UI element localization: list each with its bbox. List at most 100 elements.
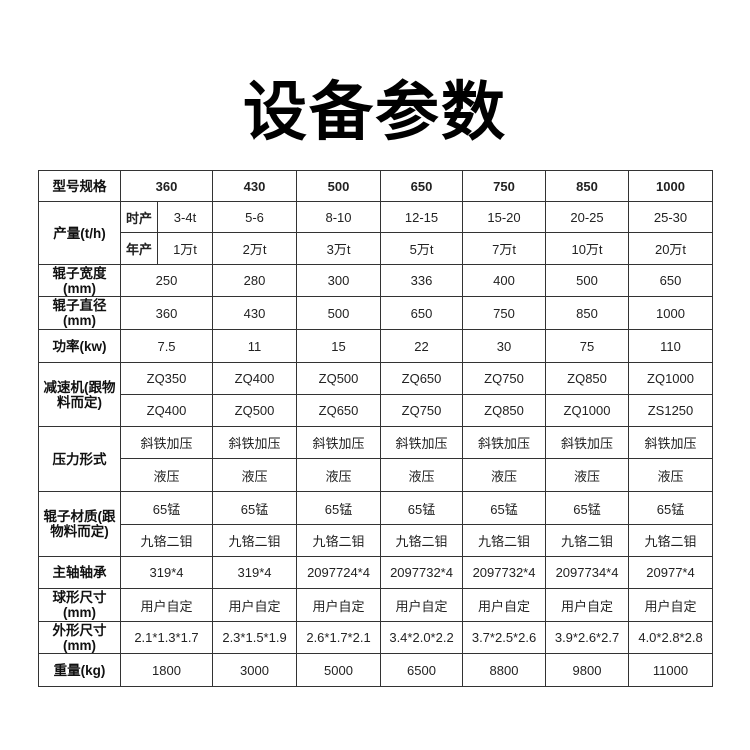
value-cell: 22: [380, 329, 464, 363]
model-header-cell: 1000: [628, 170, 714, 202]
value-cell: 650: [628, 264, 714, 297]
value-cell: 300: [296, 264, 382, 297]
value-cell: 液压: [380, 458, 464, 492]
value-cell: 2.1*1.3*1.7: [119, 621, 214, 654]
model-header-cell: 750: [462, 170, 547, 202]
value-cell: 液压: [545, 458, 630, 492]
value-cell: 斜铁加压: [380, 426, 464, 459]
value-cell: 4.0*2.8*2.8: [628, 621, 714, 654]
value-cell: 9800: [545, 653, 630, 687]
value-cell: 用户自定: [212, 588, 298, 622]
model-header-cell: 650: [380, 170, 464, 202]
spec-table: 型号规格 360 430 500 650 750 850 1000 产量(t/h) 时产 3-4t 5…: [38, 170, 714, 687]
value-cell: ZQ850: [462, 394, 547, 427]
table-row: 年产 1万t 2万t 3万t 5万t 7万t 10万t 20万t: [39, 232, 714, 265]
value-cell: 360: [119, 296, 214, 330]
value-cell: 7万t: [462, 232, 547, 265]
value-cell: 2097732*4: [380, 556, 464, 589]
value-cell: 280: [212, 264, 298, 297]
table-row: 液压 液压 液压 液压 液压 液压 液压: [39, 458, 714, 492]
model-header-cell: 500: [296, 170, 382, 202]
sub-label: 时产: [120, 201, 158, 233]
value-cell: 斜铁加压: [119, 426, 214, 459]
row-label: 球形尺寸(mm): [38, 588, 121, 622]
value-cell: 430: [212, 296, 298, 330]
row-label: 产量(t/h): [38, 201, 121, 265]
value-cell: 3-4t: [156, 201, 214, 233]
value-cell: 11: [212, 329, 298, 363]
value-cell: ZQ400: [212, 362, 298, 395]
value-cell: 斜铁加压: [212, 426, 298, 459]
value-cell: 30: [462, 329, 547, 363]
value-cell: 九铬二钼: [628, 524, 714, 557]
value-cell: 5000: [296, 653, 382, 687]
value-cell: 用户自定: [119, 588, 214, 622]
value-cell: 7.5: [119, 329, 214, 363]
value-cell: 400: [462, 264, 547, 297]
value-cell: 65锰: [119, 491, 214, 525]
value-cell: ZS1250: [628, 394, 714, 427]
value-cell: 25-30: [628, 201, 714, 233]
table-row: 压力形式 斜铁加压 斜铁加压 斜铁加压 斜铁加压 斜铁加压 斜铁加压 斜铁加压: [38, 426, 714, 492]
value-cell: 斜铁加压: [296, 426, 382, 459]
value-cell: 500: [545, 264, 630, 297]
row-label: 压力形式: [38, 426, 121, 492]
table-row: 辊子直径(mm) 360 430 500 650 750 850 1000: [38, 296, 714, 330]
value-cell: 500: [296, 296, 382, 330]
table-row: 重量(kg) 1800 3000 5000 6500 8800 9800 11000: [38, 653, 714, 687]
value-cell: 2097724*4: [296, 556, 382, 589]
value-cell: 336: [380, 264, 464, 297]
value-cell: 用户自定: [545, 588, 630, 622]
value-cell: 650: [380, 296, 464, 330]
value-cell: 液压: [212, 458, 298, 492]
value-cell: ZQ750: [380, 394, 464, 427]
value-cell: 15-20: [462, 201, 547, 233]
row-label: 型号规格: [38, 170, 121, 202]
value-cell: 3.9*2.6*2.7: [545, 621, 630, 654]
value-cell: ZQ650: [380, 362, 464, 395]
table-row: 功率(kw) 7.5 11 15 22 30 75 110: [38, 329, 714, 363]
value-cell: 斜铁加压: [628, 426, 714, 459]
value-cell: 九铬二钼: [380, 524, 464, 557]
value-cell: 液压: [119, 458, 214, 492]
value-cell: ZQ400: [119, 394, 214, 427]
value-cell: 液压: [462, 458, 547, 492]
value-cell: 3.4*2.0*2.2: [380, 621, 464, 654]
value-cell: 6500: [380, 653, 464, 687]
sub-label: 年产: [120, 232, 158, 265]
row-label: 重量(kg): [38, 653, 121, 687]
table-row: 九铬二钼 九铬二钼 九铬二钼 九铬二钼 九铬二钼 九铬二钼 九铬二钼: [39, 524, 714, 557]
value-cell: 1000: [628, 296, 714, 330]
value-cell: 5-6: [212, 201, 298, 233]
value-cell: 2.6*1.7*2.1: [296, 621, 382, 654]
value-cell: 75: [545, 329, 630, 363]
table-row: 主轴轴承 319*4 319*4 2097724*4 2097732*4 2097732*…: [38, 556, 714, 589]
value-cell: ZQ350: [119, 362, 214, 395]
value-cell: 8800: [462, 653, 547, 687]
value-cell: 1800: [119, 653, 214, 687]
value-cell: 用户自定: [296, 588, 382, 622]
value-cell: 750: [462, 296, 547, 330]
value-cell: 65锰: [545, 491, 630, 525]
value-cell: 5万t: [380, 232, 464, 265]
model-header-cell: 360: [119, 170, 214, 202]
value-cell: ZQ500: [212, 394, 298, 427]
value-cell: 九铬二钼: [212, 524, 298, 557]
value-cell: 九铬二钼: [462, 524, 547, 557]
value-cell: 8-10: [296, 201, 382, 233]
value-cell: 250: [119, 264, 214, 297]
value-cell: 850: [545, 296, 630, 330]
value-cell: ZQ650: [296, 394, 382, 427]
value-cell: 2097732*4: [462, 556, 547, 589]
value-cell: 319*4: [119, 556, 214, 589]
value-cell: 65锰: [380, 491, 464, 525]
value-cell: 液压: [628, 458, 714, 492]
value-cell: 11000: [628, 653, 714, 687]
table-row: ZQ400 ZQ500 ZQ650 ZQ750 ZQ850 ZQ1000 ZS1250: [39, 394, 714, 427]
value-cell: 斜铁加压: [462, 426, 547, 459]
value-cell: 65锰: [296, 491, 382, 525]
value-cell: 九铬二钼: [119, 524, 214, 557]
value-cell: 3万t: [296, 232, 382, 265]
value-cell: 15: [296, 329, 382, 363]
value-cell: 用户自定: [462, 588, 547, 622]
